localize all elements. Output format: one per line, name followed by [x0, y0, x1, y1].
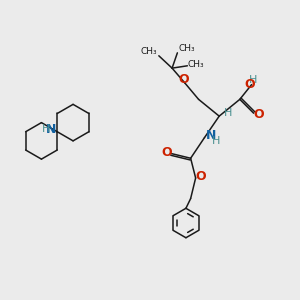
- Text: O: O: [245, 78, 255, 91]
- Text: O: O: [161, 146, 172, 159]
- Text: CH₃: CH₃: [187, 60, 204, 69]
- Text: CH₃: CH₃: [179, 44, 196, 53]
- Text: N: N: [206, 129, 216, 142]
- Text: O: O: [253, 108, 264, 121]
- Text: H: H: [224, 108, 232, 118]
- Text: O: O: [178, 73, 189, 85]
- Text: H: H: [42, 124, 50, 134]
- Text: O: O: [195, 170, 206, 183]
- Text: H: H: [212, 136, 220, 146]
- Text: N: N: [46, 123, 56, 136]
- Text: CH₃: CH₃: [141, 47, 158, 56]
- Text: H: H: [249, 75, 257, 85]
